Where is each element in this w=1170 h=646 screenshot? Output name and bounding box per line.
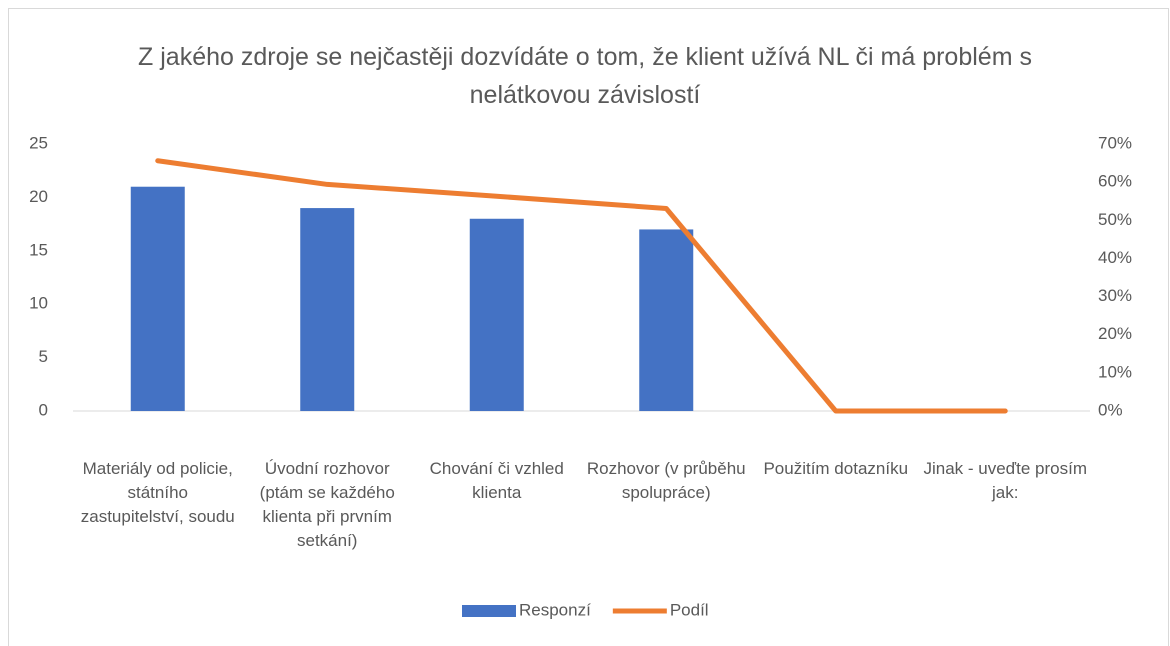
chart-title: Z jakého zdroje se nejčastěji dozvídáte …: [138, 43, 1032, 109]
y2-tick-label: 0%: [1098, 400, 1123, 419]
y-tick-label: 25: [29, 133, 48, 152]
y2-tick-label: 20%: [1098, 324, 1132, 343]
legend-label: Podíl: [670, 600, 709, 619]
x-tick-label: Použitím dotazníku: [763, 459, 909, 478]
bar: [469, 218, 524, 411]
y2-tick-label: 50%: [1098, 210, 1132, 229]
x-tick-label: Materiály od policie, státního zastupite…: [80, 459, 235, 526]
y-tick-label: 5: [39, 347, 48, 366]
y2-tick-label: 60%: [1098, 172, 1132, 191]
x-tick-label: Rozhovor (v průběhu spolupráce): [586, 459, 746, 502]
x-tick-label: Jinak - uveďte prosím jak:: [923, 459, 1087, 502]
line: [155, 158, 1008, 414]
y2-tick-label: 10%: [1098, 362, 1132, 381]
y2-tick-label: 40%: [1098, 248, 1132, 267]
bar: [300, 208, 355, 411]
y-tick-label: 0: [39, 400, 48, 419]
x-tick-label: Chování či vzhled klienta: [429, 459, 564, 502]
y-tick-label: 10: [29, 294, 48, 313]
y2-tick-label: 70%: [1098, 133, 1132, 152]
y-tick-label: 15: [29, 240, 48, 259]
y-tick-label: 20: [29, 187, 48, 206]
chart-border: [8, 8, 1169, 646]
x-tick-label: Úvodní rozhovor (ptám se každého klienta…: [259, 459, 395, 550]
bar: [130, 186, 185, 411]
legend-label: Responzí: [519, 600, 591, 619]
y2-tick-label: 30%: [1098, 286, 1132, 305]
legend-swatch: [462, 605, 516, 617]
bar: [639, 229, 694, 411]
